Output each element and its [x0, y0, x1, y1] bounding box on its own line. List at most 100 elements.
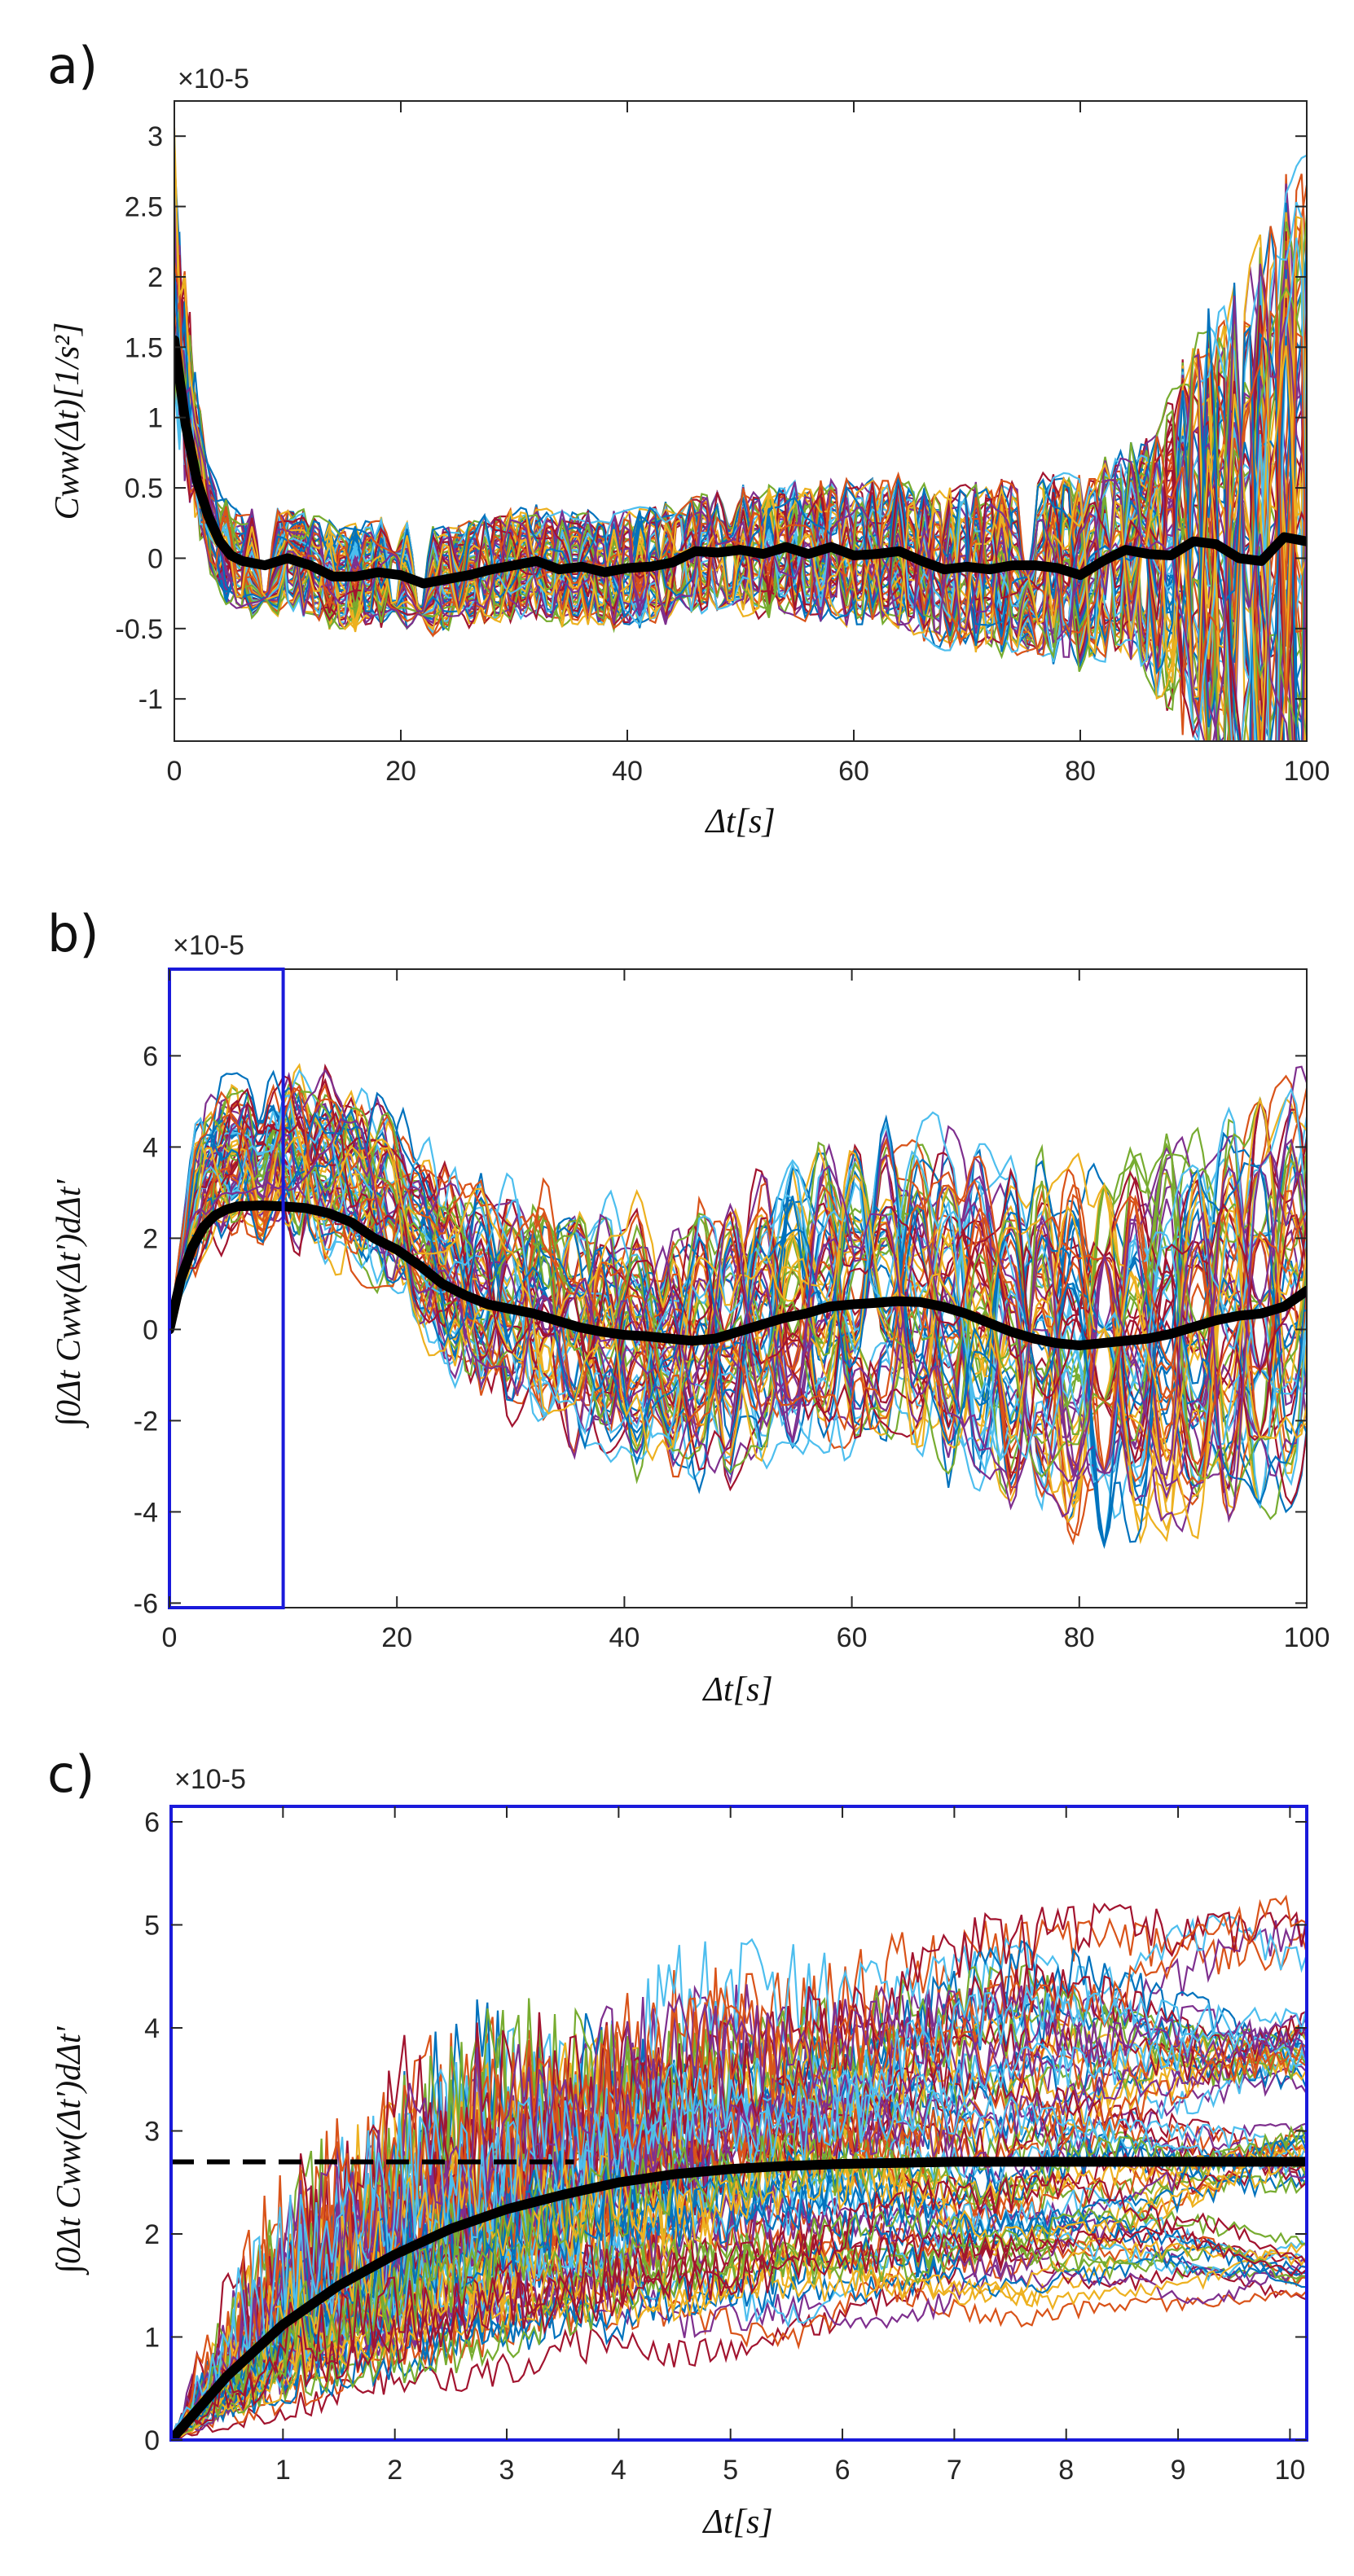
panel-b-series-line	[169, 1091, 1307, 1546]
panel-c-series-line	[171, 2170, 1307, 2440]
panel-b-series-line	[169, 1137, 1307, 1474]
x-tick-label: 9	[1171, 2455, 1186, 2486]
panel-a-series-line	[174, 310, 1307, 728]
panel-b-series-line	[169, 1087, 1307, 1462]
panel-c-series-line	[171, 2212, 1307, 2440]
y-tick-label: 1	[147, 403, 163, 434]
panel-a-x-ticks: 0 20 40 60 80 100	[167, 101, 1330, 787]
x-tick-label: 80	[1065, 756, 1096, 787]
y-tick-label: 2.5	[125, 192, 163, 223]
panel-a: a) ×10-5 0 20 40 60 80 100 -1 -0.5 0 0.5 1 1.5 2 2.5…	[47, 36, 1330, 840]
x-tick-label: 6	[835, 2455, 851, 2486]
panel-c: c) ×10-5 1 2 3 4 5 6 7 8 9 10 0 1 2 3 4 5 6 Δt[s] ∫0Δt …	[47, 1744, 1308, 2541]
y-tick-label: 1	[144, 2322, 160, 2353]
panel-b-exponent-label: ×10-5	[173, 930, 244, 961]
panel-c-series-line	[171, 2123, 1307, 2440]
panel-a-frame	[174, 100, 1308, 742]
y-tick-label: 0	[144, 2425, 160, 2456]
y-tick-label: -2	[134, 1406, 158, 1437]
y-tick-label: 6	[143, 1041, 158, 1072]
panel-a-y-ticks: -1 -0.5 0 0.5 1 1.5 2 2.5 3	[115, 121, 1307, 715]
panel-c-frame	[169, 1805, 1308, 2442]
panel-b-series-line	[169, 1117, 1307, 1524]
x-tick-label: 100	[1284, 756, 1330, 787]
panel-c-series-line	[171, 2195, 1307, 2440]
x-tick-label: 80	[1064, 1622, 1095, 1653]
y-tick-label: 6	[144, 1807, 160, 1838]
panel-b-mean-line	[169, 1200, 1307, 1350]
panel-a-series-line	[174, 208, 1307, 741]
y-tick-label: 4	[143, 1132, 158, 1163]
panel-b-series-line	[169, 1086, 1307, 1466]
panel-c-exponent-label: ×10-5	[174, 1764, 246, 1795]
panel-a-exponent-label: ×10-5	[178, 64, 249, 94]
x-tick-label: 40	[612, 756, 643, 787]
x-tick-label: 3	[499, 2455, 515, 2486]
panel-c-label: c)	[47, 1744, 95, 1804]
panel-a-series-line	[174, 200, 1307, 644]
x-tick-label: 0	[167, 756, 182, 787]
panel-b-x-ticks: 0 20 40 60 80 100	[162, 969, 1330, 1653]
y-tick-label: 1.5	[125, 332, 163, 363]
y-tick-label: 3	[147, 121, 163, 152]
x-tick-label: 20	[385, 756, 416, 787]
panel-b: b) ×10-5 0 20 40 60 80 100 -6 -4 -2 0 2 4 6 Δt[s] ∫…	[47, 904, 1330, 1709]
y-tick-label: -4	[134, 1497, 158, 1528]
panel-c-series-line	[171, 1981, 1307, 2440]
panel-a-series-line	[174, 237, 1307, 741]
x-tick-label: 4	[611, 2455, 626, 2486]
panel-a-mean-group	[174, 335, 1307, 589]
panel-c-x-axis-label: Δt[s]	[701, 2504, 772, 2541]
panel-b-mean-group	[169, 1200, 1307, 1350]
x-tick-label: 2	[387, 2455, 402, 2486]
y-tick-label: 0.5	[125, 473, 163, 504]
panel-b-series-line	[169, 1101, 1307, 1464]
panel-c-series-line	[171, 1894, 1307, 2440]
panel-c-series-line	[171, 2043, 1307, 2440]
panel-c-series-group	[171, 1894, 1307, 2440]
y-tick-label: 0	[147, 543, 163, 574]
panel-c-x-ticks: 1 2 3 4 5 6 7 8 9 10	[275, 1806, 1305, 2486]
panel-a-y-axis-label: Cww(Δt)[1/s²]	[49, 323, 86, 520]
panel-b-highlight-box	[168, 968, 285, 1609]
panel-a-x-axis-label: Δt[s]	[704, 803, 775, 840]
x-tick-label: 7	[947, 2455, 962, 2486]
x-tick-label: 40	[609, 1622, 640, 1653]
panel-b-y-ticks: -6 -4 -2 0 2 4 6	[134, 1041, 1307, 1619]
x-tick-label: 1	[275, 2455, 291, 2486]
panel-c-series-line	[171, 1902, 1307, 2440]
panel-c-series-line	[171, 1983, 1307, 2440]
x-tick-label: 5	[723, 2455, 738, 2486]
x-tick-label: 10	[1274, 2455, 1305, 2486]
panel-b-label: b)	[47, 904, 99, 963]
y-tick-label: 5	[144, 1910, 160, 1941]
panel-c-mean-group	[171, 2157, 1307, 2440]
x-tick-label: 100	[1284, 1622, 1330, 1653]
panel-c-y-axis-label: ∫0Δt Cww(Δt')dΔt'	[51, 2026, 90, 2276]
panel-b-x-axis-label: Δt[s]	[701, 1671, 772, 1709]
panel-b-series-line	[169, 1107, 1307, 1498]
panel-c-series-line	[171, 2148, 1307, 2440]
y-tick-label: 3	[144, 2116, 160, 2147]
y-tick-label: 2	[144, 2219, 160, 2250]
x-tick-label: 8	[1058, 2455, 1074, 2486]
panel-c-series-line	[171, 2135, 1307, 2440]
y-tick-label: -0.5	[115, 614, 163, 645]
panel-b-y-axis-label: ∫0Δt Cww(Δt')dΔt'	[51, 1179, 90, 1429]
panel-c-series-line	[171, 2232, 1307, 2440]
x-tick-label: 0	[162, 1622, 178, 1653]
panel-b-series-line	[169, 1088, 1307, 1545]
panel-a-mean-line	[174, 335, 1307, 589]
y-tick-label: 4	[144, 2013, 160, 2044]
y-tick-label: -6	[134, 1588, 158, 1619]
panel-c-y-ticks: 0 1 2 3 4 5 6	[144, 1807, 1307, 2456]
y-tick-label: -1	[138, 684, 163, 715]
panel-a-label: a)	[47, 36, 98, 95]
y-tick-label: 0	[143, 1314, 158, 1345]
x-tick-label: 60	[837, 1622, 868, 1653]
panel-c-series-line	[171, 2237, 1307, 2440]
y-tick-label: 2	[143, 1223, 158, 1254]
x-tick-label: 20	[381, 1622, 412, 1653]
panel-c-mean-line	[171, 2157, 1307, 2440]
